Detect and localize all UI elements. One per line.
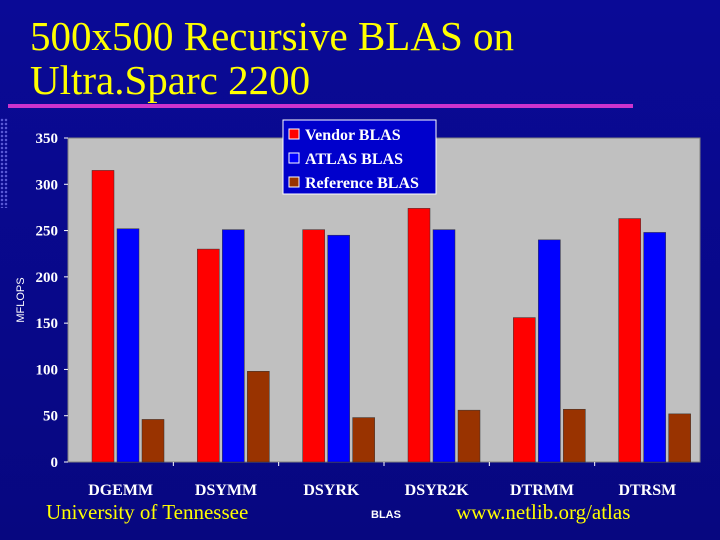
y-axis-label: MFLOPS (15, 277, 27, 322)
bar-dtrsm-atlas-blas (643, 232, 666, 463)
footer-url[interactable]: www.netlib.org/atlas (456, 500, 631, 524)
y-axis-ticks: 0 50 100 150 200 250 300 350 (36, 131, 68, 471)
legend-swatch (288, 128, 300, 140)
y-tick-label: 150 (36, 316, 59, 332)
slide-title: 500x500 Recursive BLAS on Ultra.Sparc 22… (30, 14, 514, 102)
decorative-dot-strip (0, 118, 8, 208)
title-underline (8, 104, 633, 108)
y-tick-label: 100 (36, 362, 59, 378)
legend: Vendor BLAS ATLAS BLAS Reference BLAS (282, 119, 437, 195)
x-tick-label: DGEMM (88, 482, 153, 499)
legend-box (282, 119, 437, 195)
legend-swatch (288, 176, 300, 188)
bar-dgemm-reference-blas (141, 419, 165, 463)
bar-dtrsm-vendor-blas (618, 218, 641, 463)
slide-title-line-1: 500x500 Recursive BLAS on (30, 13, 514, 59)
bar-dsymm-vendor-blas (197, 248, 220, 463)
y-tick-label: 300 (36, 177, 59, 193)
x-tick-label: DTRSM (618, 482, 676, 499)
legend-label: ATLAS BLAS (305, 151, 403, 168)
bar-dsyrk-vendor-blas (302, 229, 325, 463)
y-tick-label: 50 (43, 409, 58, 425)
y-tick-label: 200 (36, 270, 59, 286)
bar-dtrmm-atlas-blas (538, 239, 561, 463)
y-tick-label: 350 (36, 131, 59, 147)
legend-label: Vendor BLAS (305, 127, 401, 144)
bar-dsyrk-atlas-blas (327, 234, 350, 463)
bar-dtrmm-vendor-blas (513, 317, 536, 463)
x-tick-label: DTRMM (510, 482, 574, 499)
legend-swatch (288, 152, 300, 164)
bar-dsyrk-reference-blas (352, 417, 375, 463)
slide-title-line-2: Ultra.Sparc 2200 (30, 57, 311, 103)
bar-dtrmm-reference-blas (563, 408, 586, 463)
bar-dsyr2k-atlas-blas (432, 229, 456, 463)
bar-dtrsm-reference-blas (668, 413, 691, 463)
x-tick-label: DSYR2K (405, 482, 470, 499)
bar-dsymm-reference-blas (247, 371, 270, 463)
bar-dgemm-atlas-blas (116, 228, 140, 463)
x-tick-label: DSYRK (303, 482, 360, 499)
bar-dsyr2k-vendor-blas (407, 208, 431, 463)
y-tick-label: 250 (36, 224, 59, 240)
x-tick-label: DSYMM (195, 482, 257, 499)
legend-label: Reference BLAS (305, 175, 419, 192)
x-axis-label: BLAS (371, 509, 401, 521)
bar-dgemm-vendor-blas (91, 170, 115, 463)
y-tick-label: 0 (51, 455, 59, 471)
x-axis-ticks: DGEMM DSYMM DSYRK DSYR2K DTRMM DTRSM (88, 482, 676, 499)
bars-group (91, 170, 691, 466)
footer-university: University of Tennessee (46, 500, 249, 524)
bar-dsymm-atlas-blas (222, 229, 245, 463)
bar-dsyr2k-reference-blas (457, 409, 481, 463)
